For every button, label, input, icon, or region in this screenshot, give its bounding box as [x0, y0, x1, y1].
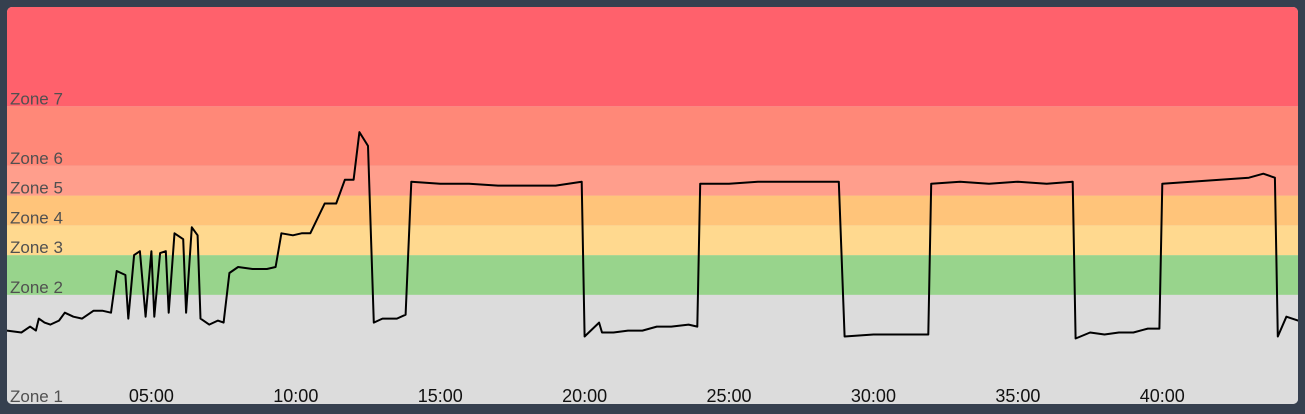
- zone-band-5: [7, 165, 1298, 196]
- zone-label-1: Zone 1: [10, 387, 63, 404]
- x-tick-label: 10:00: [273, 386, 318, 404]
- x-tick-label: 05:00: [129, 386, 174, 404]
- zone-label-4: Zone 4: [10, 208, 63, 227]
- zone-label-2: Zone 2: [10, 278, 63, 297]
- zone-band-6: [7, 106, 1298, 166]
- zone-band-7: [7, 7, 1298, 107]
- zone-label-3: Zone 3: [10, 238, 63, 257]
- zone-band-4: [7, 195, 1298, 226]
- zone-label-6: Zone 6: [10, 149, 63, 168]
- zone-band-3: [7, 225, 1298, 256]
- x-tick-label: 35:00: [995, 386, 1040, 404]
- power-zone-chart: Zone 1 Zone 2 Zone 3 Zone 4 Zone 5 Zone 6 Zone…: [7, 7, 1298, 404]
- zone-label-7: Zone 7: [10, 89, 63, 108]
- chart-panel: Zone 1 Zone 2 Zone 3 Zone 4 Zone 5 Zone 6 Zone…: [7, 7, 1298, 404]
- x-tick-label: 40:00: [1140, 386, 1185, 404]
- x-tick-label: 30:00: [851, 386, 896, 404]
- zone-band-1: [7, 294, 1298, 404]
- x-tick-label: 15:00: [418, 386, 463, 404]
- zone-label-5: Zone 5: [10, 179, 63, 198]
- x-tick-label: 20:00: [562, 386, 607, 404]
- zone-band-2: [7, 255, 1298, 295]
- power-series-line: [7, 131, 1298, 340]
- x-tick-label: 25:00: [707, 386, 752, 404]
